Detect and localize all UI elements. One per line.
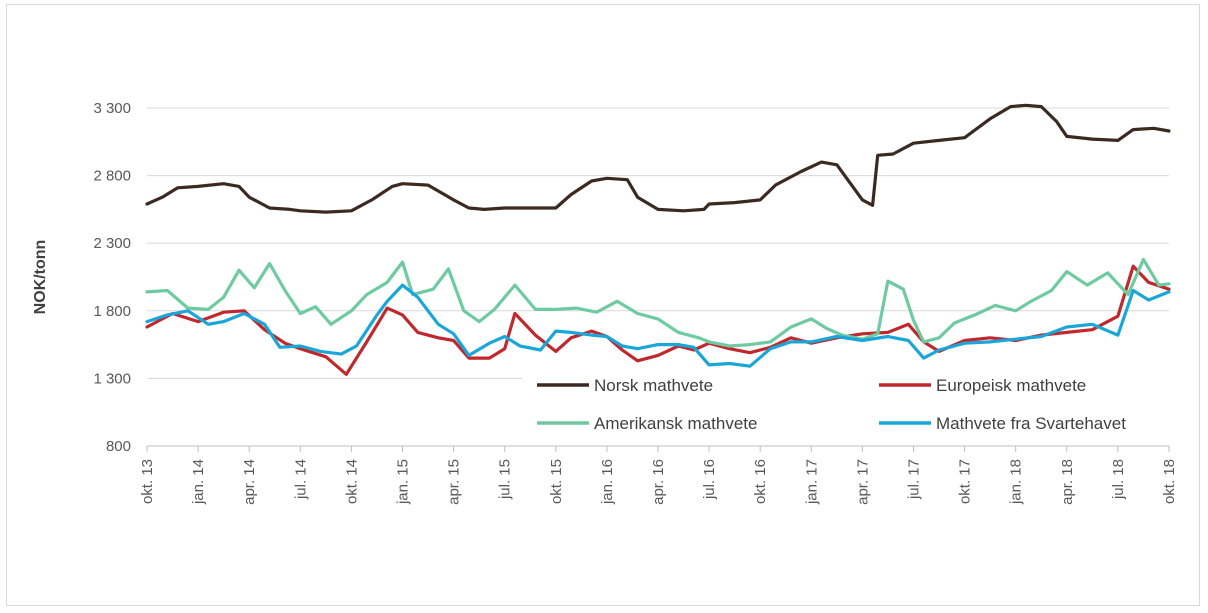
x-tick-label: jul. 15	[497, 459, 514, 500]
legend-label: Amerikansk mathvete	[594, 414, 757, 433]
y-tick-label: 3 300	[93, 100, 131, 117]
x-tick-label: okt. 18	[1161, 459, 1178, 504]
y-tick-label: 800	[106, 438, 131, 455]
x-tick-label: okt. 14	[343, 459, 360, 504]
x-axis: okt. 13 jan. 14 apr. 14 jul. 14 okt. 14 jan. …	[139, 445, 1178, 505]
x-tick-label: jan. 17	[803, 459, 820, 505]
x-tick-label: apr. 16	[650, 459, 667, 505]
x-tick-label: jul. 18	[1110, 459, 1127, 500]
x-tick-label: jan. 15	[395, 459, 412, 505]
x-tick-label: jul. 14	[292, 459, 309, 500]
series-line	[145, 264, 1171, 376]
legend: Norsk mathvete Europeisk mathvete Amerikan…	[522, 370, 1192, 440]
x-tick-label: okt. 16	[752, 459, 769, 504]
y-tick-labels: 800 1 300 1 800 2 300 2 800 3 300	[93, 100, 131, 455]
legend-label: Mathvete fra Svartehavet	[936, 414, 1126, 433]
x-tick-label: okt. 13	[139, 459, 156, 504]
series-line	[145, 283, 1171, 368]
chart-frame: 800 1 300 1 800 2 300 2 800 3 300 okt. 13 jan.…	[6, 4, 1200, 606]
x-tick-label: apr. 17	[854, 459, 871, 505]
x-tick-label: apr. 18	[1059, 459, 1076, 505]
x-tick-label: jan. 16	[599, 459, 616, 505]
y-tick-label: 2 800	[93, 168, 131, 185]
legend-label: Norsk mathvete	[594, 376, 713, 395]
line-chart: 800 1 300 1 800 2 300 2 800 3 300 okt. 13 jan.…	[32, 100, 1192, 505]
y-axis-label: NOK/tonn	[32, 240, 49, 315]
y-tick-label: 1 800	[93, 303, 131, 320]
legend-background	[522, 370, 1192, 440]
x-tick-label: jan. 18	[1008, 459, 1025, 505]
x-tick-label: okt. 17	[957, 459, 974, 504]
x-tick-label: jul. 17	[906, 459, 923, 500]
y-tick-label: 1 300	[93, 370, 131, 387]
x-tick-label: apr. 15	[446, 459, 463, 505]
series-lines	[145, 103, 1171, 376]
x-tick-label: okt. 15	[548, 459, 565, 504]
x-tick-label: apr. 14	[241, 459, 258, 505]
x-tick-label: jul. 16	[701, 459, 718, 500]
series-line	[145, 103, 1171, 214]
y-tick-label: 2 300	[93, 235, 131, 252]
series-line	[145, 257, 1171, 348]
legend-label: Europeisk mathvete	[936, 376, 1086, 395]
x-tick-label: jan. 14	[190, 459, 207, 505]
